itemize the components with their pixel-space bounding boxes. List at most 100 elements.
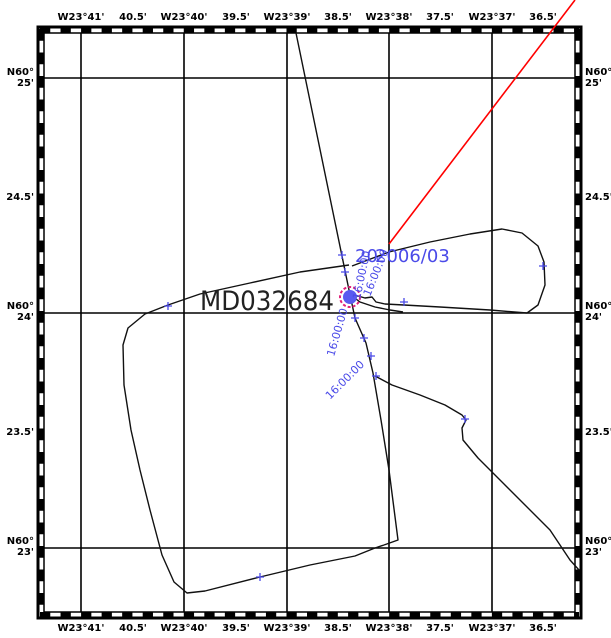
border-segment xyxy=(532,612,544,617)
border-segment xyxy=(389,612,400,617)
border-segment xyxy=(575,546,580,558)
bottom-longitude-labels: W23°41' 40.5' W23°40' 39.5' W23°39' 38.5… xyxy=(58,623,557,634)
border-segment xyxy=(101,612,112,617)
border-segment xyxy=(575,428,580,441)
border-segment xyxy=(39,240,44,253)
border-segment xyxy=(575,217,580,229)
border-segment xyxy=(553,612,564,617)
lon-label-top: 38.5' xyxy=(324,12,352,23)
border-segment xyxy=(142,612,153,617)
left-latitude-labels: N60° 25' 24.5' N60° 24' 23.5' N60° 23' xyxy=(6,67,34,558)
border-segment xyxy=(265,612,277,617)
track-cross-marker xyxy=(461,415,469,423)
border-segment xyxy=(39,29,44,41)
lat-label-left: 24' xyxy=(17,312,34,323)
track-cross-marker xyxy=(400,298,408,306)
date-prefix-label: 20 xyxy=(355,246,378,267)
lat-label-left: N60° xyxy=(7,67,34,78)
lon-label-top: 40.5' xyxy=(119,12,147,23)
lon-label-top: W23°41' xyxy=(58,12,105,23)
border-segment xyxy=(39,264,44,276)
track-cross-marker xyxy=(338,251,346,259)
border-segment xyxy=(122,612,133,617)
border-segment xyxy=(39,522,44,535)
border-segment xyxy=(39,499,44,511)
lon-label-top: 39.5' xyxy=(222,12,250,23)
border-segment xyxy=(512,612,523,617)
lon-label-bottom: 39.5' xyxy=(222,623,250,634)
border-segment xyxy=(39,146,44,159)
station-marker-ring xyxy=(339,286,361,308)
right-latitude-labels: N60° 25' 24.5' N60° 24' 23.5' N60° 23' xyxy=(585,67,611,558)
border-segment xyxy=(40,612,51,617)
border-segment xyxy=(39,358,44,370)
border-segment xyxy=(39,381,44,394)
border-segment xyxy=(39,475,44,488)
border-segment xyxy=(39,123,44,135)
track-cross-marker xyxy=(164,302,172,310)
track-cross-marker xyxy=(372,372,380,380)
border-segment xyxy=(553,28,564,33)
lon-label-bottom: W23°37' xyxy=(469,623,516,634)
lon-label-top: W23°40' xyxy=(161,12,208,23)
border-segment xyxy=(575,193,580,206)
border-segment xyxy=(245,612,256,617)
lon-label-top: W23°37' xyxy=(469,12,516,23)
border-segment xyxy=(327,612,338,617)
border-segment xyxy=(575,287,580,300)
lon-label-bottom: W23°38' xyxy=(366,623,413,634)
border-segment xyxy=(286,28,297,33)
tick-border xyxy=(39,28,580,617)
border-segment xyxy=(39,593,44,605)
border-segment xyxy=(368,28,379,33)
lat-label-right: 25' xyxy=(585,78,602,89)
lat-label-right: 23.5' xyxy=(585,427,611,438)
border-segment xyxy=(307,28,318,33)
border-segment xyxy=(575,99,580,112)
lon-label-top: 36.5' xyxy=(529,12,557,23)
track-cross-marker xyxy=(360,334,368,342)
cross-markers xyxy=(164,251,547,581)
lat-label-right: N60° xyxy=(585,536,611,547)
border-segment xyxy=(39,99,44,112)
border-segment xyxy=(575,569,580,582)
border-segment xyxy=(204,28,215,33)
border-segment xyxy=(163,28,174,33)
border-segment xyxy=(575,240,580,253)
border-segment xyxy=(575,475,580,488)
graticule-grid xyxy=(44,33,575,612)
border-segment xyxy=(245,28,256,33)
border-segment xyxy=(286,612,297,617)
date-label: 2006/03 xyxy=(375,246,450,267)
lon-label-bottom: W23°41' xyxy=(58,623,105,634)
border-segment xyxy=(307,612,318,617)
border-segment xyxy=(575,76,580,88)
lon-label-top: 37.5' xyxy=(426,12,454,23)
track-line xyxy=(374,375,580,571)
lat-label-left: 23' xyxy=(17,547,34,558)
lat-label-left: 24.5' xyxy=(6,192,34,203)
lon-label-bottom: 38.5' xyxy=(324,623,352,634)
border-segment xyxy=(39,193,44,206)
track-cross-marker xyxy=(539,262,547,270)
lat-label-left: 25' xyxy=(17,78,34,89)
top-longitude-labels: W23°41' 40.5' W23°40' 39.5' W23°39' 38.5… xyxy=(58,12,557,23)
border-segment xyxy=(491,28,503,33)
lat-label-right: 24' xyxy=(585,312,602,323)
border-segment xyxy=(39,76,44,88)
lat-label-right: N60° xyxy=(585,67,611,78)
border-segment xyxy=(39,52,44,65)
border-segment xyxy=(471,28,482,33)
border-segment xyxy=(327,28,338,33)
border-segment xyxy=(39,428,44,441)
border-segment xyxy=(491,612,503,617)
border-segment xyxy=(471,612,482,617)
lat-label-left: N60° xyxy=(7,301,34,312)
border-segment xyxy=(430,612,441,617)
station-marker[interactable] xyxy=(339,286,361,308)
border-segment xyxy=(575,170,580,182)
lon-label-bottom: 40.5' xyxy=(119,623,147,634)
station-id-label: MD032684 xyxy=(200,286,334,317)
